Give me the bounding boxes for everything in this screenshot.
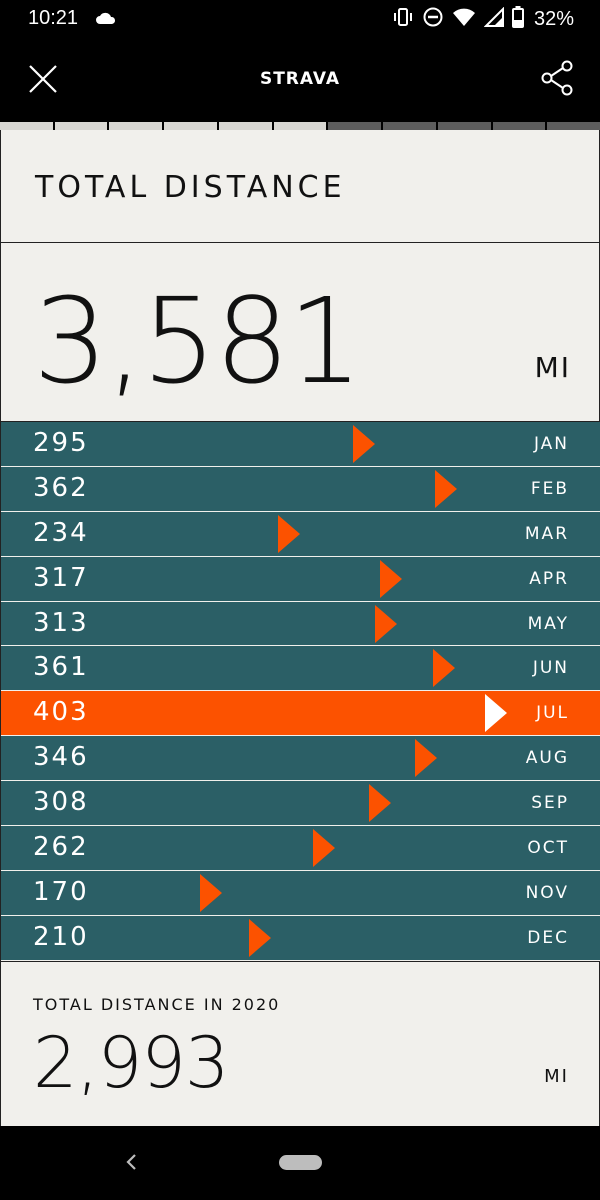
month-distance: 317	[33, 562, 89, 593]
month-row-jan[interactable]: 295 JAN	[1, 422, 600, 467]
month-distance: 346	[33, 742, 89, 773]
month-label: OCT	[527, 838, 569, 859]
month-row-may[interactable]: 313 MAY	[1, 601, 600, 647]
month-label: NOV	[525, 882, 569, 903]
cloud-icon	[95, 10, 117, 30]
month-row-apr[interactable]: 317 APR	[1, 556, 600, 602]
month-list: 295 JAN 362 FEB 234 MAR 317 APR 313 MAY 361 JUN 403 J…	[1, 422, 600, 961]
home-pill-icon[interactable]	[279, 1155, 322, 1170]
year-summary: TOTAL DISTANCE IN 2020 2,993 MI	[1, 961, 600, 1126]
month-distance: 234	[33, 517, 89, 548]
status-time: 10:21	[28, 7, 79, 29]
month-label: JAN	[533, 434, 569, 454]
distance-marker-icon	[369, 784, 391, 823]
year-summary-unit: MI	[544, 1066, 569, 1087]
battery-icon	[511, 6, 524, 32]
month-label: MAY	[527, 613, 569, 634]
app-header: STRAVA	[0, 38, 600, 122]
month-distance: 313	[33, 607, 89, 638]
distance-marker-icon	[380, 559, 402, 598]
status-icons: 32%	[392, 6, 574, 32]
distance-marker-icon	[375, 604, 397, 643]
month-label: JUN	[532, 658, 569, 679]
progress-segment	[218, 122, 272, 130]
month-distance: 210	[33, 921, 89, 952]
distance-marker-icon	[278, 514, 300, 553]
stats-card: TOTAL DISTANCE 3,581 MI 295 JAN 362 FEB 234 M…	[0, 130, 600, 1126]
month-row-jul[interactable]: 403 JUL	[1, 691, 600, 737]
month-distance: 308	[33, 787, 89, 818]
total-value: 3,581	[33, 272, 363, 410]
total-section: 3,581 MI	[1, 243, 600, 422]
share-button[interactable]	[540, 60, 574, 96]
progress-segment	[383, 122, 436, 130]
progress-segment	[0, 122, 53, 130]
card-title: TOTAL DISTANCE	[35, 170, 346, 205]
month-label: MAR	[524, 523, 569, 544]
distance-marker-icon	[353, 425, 375, 463]
month-row-dec[interactable]: 210 DEC	[1, 915, 600, 961]
back-button[interactable]	[124, 1152, 140, 1176]
month-row-mar[interactable]: 234 MAR	[1, 511, 600, 557]
do-not-disturb-icon	[422, 6, 444, 32]
close-button[interactable]	[26, 62, 60, 96]
progress-segment	[492, 122, 546, 130]
total-unit: MI	[534, 351, 571, 384]
status-bar: 10:21 32%	[0, 0, 600, 38]
year-summary-value: 2,993	[33, 1022, 229, 1104]
month-row-sep[interactable]: 308 SEP	[1, 781, 600, 827]
year-summary-label: TOTAL DISTANCE IN 2020	[33, 995, 281, 1014]
distance-marker-icon	[415, 739, 437, 778]
progress-segment	[54, 122, 108, 130]
month-distance: 361	[33, 652, 89, 683]
distance-marker-icon	[313, 829, 335, 868]
month-label: SEP	[531, 793, 569, 814]
distance-marker-icon	[485, 694, 507, 733]
system-nav-bar	[0, 1126, 600, 1200]
brand-logo: STRAVA	[259, 69, 341, 89]
progress-segment	[109, 122, 163, 130]
progress-segment	[547, 122, 600, 130]
month-distance: 362	[33, 472, 89, 503]
close-icon	[29, 65, 57, 93]
month-row-feb[interactable]: 362 FEB	[1, 466, 600, 512]
title-section: TOTAL DISTANCE	[1, 130, 600, 243]
distance-marker-icon	[433, 649, 455, 688]
month-label: AUG	[525, 748, 569, 769]
progress-segment	[328, 122, 382, 130]
battery-percent: 32%	[533, 7, 574, 30]
month-row-aug[interactable]: 346 AUG	[1, 736, 600, 782]
distance-marker-icon	[435, 469, 457, 508]
month-distance: 262	[33, 832, 89, 863]
signal-icon	[483, 6, 504, 31]
month-row-oct[interactable]: 262 OCT	[1, 826, 600, 871]
month-distance: 170	[33, 876, 89, 907]
progress-segment	[164, 122, 217, 130]
progress-segment	[437, 122, 491, 130]
share-icon	[541, 60, 573, 96]
back-icon	[126, 1154, 136, 1170]
vibrate-icon	[392, 7, 414, 31]
month-label: JUL	[536, 703, 569, 724]
month-row-jun[interactable]: 361 JUN	[1, 646, 600, 692]
story-progress	[0, 122, 600, 130]
progress-segment	[273, 122, 327, 130]
month-label: DEC	[527, 927, 569, 948]
month-row-nov[interactable]: 170 NOV	[1, 870, 600, 916]
month-distance: 295	[33, 428, 89, 458]
month-label: APR	[529, 568, 569, 589]
distance-marker-icon	[200, 873, 222, 912]
wifi-icon	[452, 7, 476, 31]
month-distance: 403	[33, 697, 89, 728]
distance-marker-icon	[249, 918, 271, 957]
month-label: FEB	[530, 478, 569, 499]
